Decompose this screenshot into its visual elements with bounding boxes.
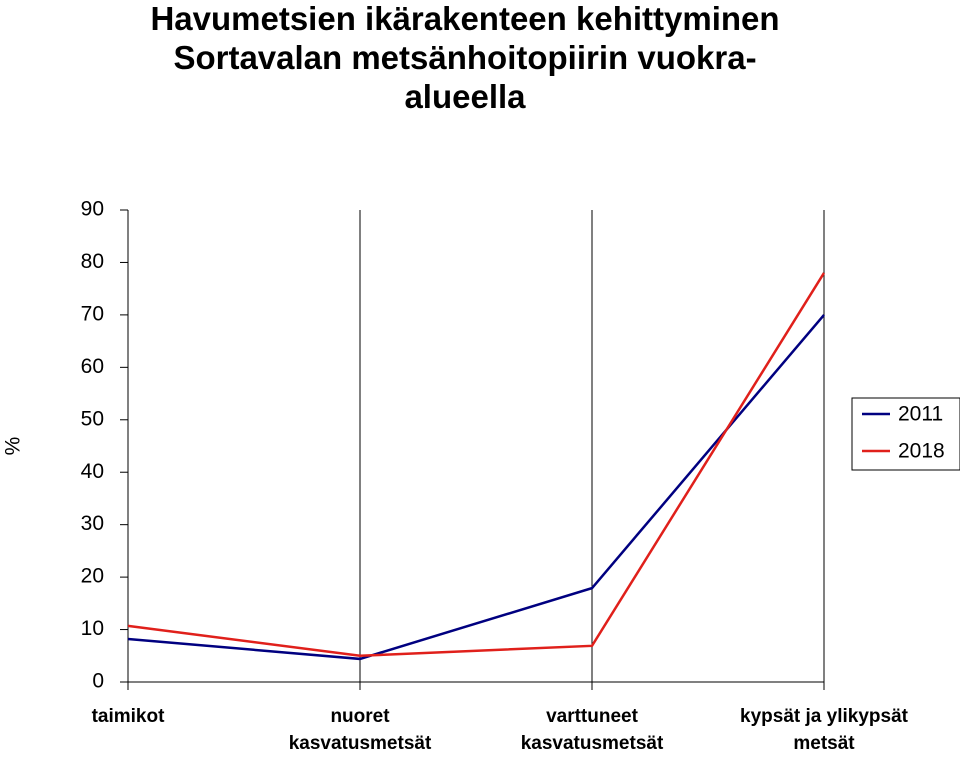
legend-label: 2011 [898,403,943,426]
y-tick-label: 40 [81,460,104,483]
x-tick-label: taimikot [92,706,166,727]
x-tick-label: nuoret kasvatusmetsät [289,706,432,754]
series-line [127,314,825,661]
y-tick-label: 70 [81,302,104,325]
x-tick-label: kypsät ja ylikypsät metsät [740,706,909,754]
chart-title: Havumetsien ikärakenteen kehittyminen Sor… [150,0,779,115]
y-tick-label: 30 [81,512,104,535]
y-tick-label: 80 [81,250,104,273]
y-tick-label: 60 [81,355,104,378]
y-tick-label: 50 [81,407,104,430]
y-tick-label: 90 [81,198,104,221]
legend-label: 2018 [898,440,945,463]
y-tick-label: 10 [81,617,104,640]
y-axis-label: % [2,437,25,456]
x-tick-label: varttuneet kasvatusmetsät [521,706,664,754]
legend-box [851,397,960,471]
y-tick-label: 0 [92,670,104,693]
series-line [127,272,826,658]
y-tick-label: 20 [81,565,104,588]
